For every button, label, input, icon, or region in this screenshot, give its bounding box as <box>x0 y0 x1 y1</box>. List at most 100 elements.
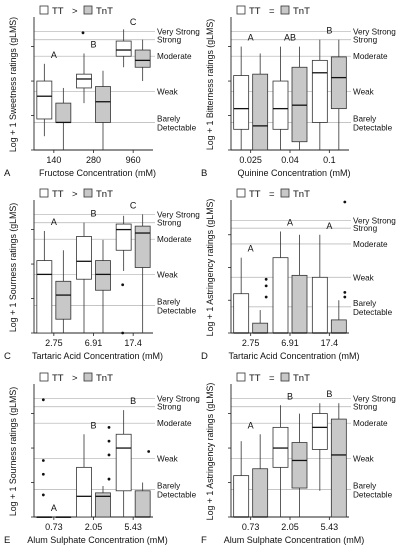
group-letter: AB <box>284 33 296 43</box>
box-tt <box>76 31 92 104</box>
x-tick-label: 17.4 <box>124 338 142 348</box>
legend-swatch <box>39 5 49 15</box>
box-tt <box>311 39 328 150</box>
legend-swatch <box>236 372 246 382</box>
reference-label: Detectable <box>353 308 393 317</box>
box-body <box>95 86 111 123</box>
box-tnt <box>330 39 347 150</box>
box-tnt <box>134 450 151 518</box>
x-tick-label: 5.43 <box>321 522 339 532</box>
box-tnt <box>95 239 111 333</box>
box-tt <box>76 222 92 333</box>
x-tick-label: 2.05 <box>85 522 103 532</box>
panel-letter: C <box>4 351 11 362</box>
box-body <box>272 80 289 130</box>
reference-label: Very Strong <box>157 27 200 36</box>
reference-label: Very Strong <box>353 27 396 36</box>
box-body <box>134 225 151 268</box>
box-tt <box>272 231 289 334</box>
legend-label: TnT <box>96 373 113 384</box>
box-tnt <box>291 413 308 517</box>
box-body <box>36 260 53 334</box>
group-letter: A <box>248 244 254 254</box>
legend-label: TnT <box>96 6 113 17</box>
legend-label: TT <box>52 373 64 384</box>
box-tnt <box>134 39 151 82</box>
box-body <box>252 322 269 334</box>
legend-label: TnT <box>293 189 310 200</box>
group-letter: B <box>90 209 96 219</box>
outlier-point <box>41 398 45 402</box>
x-tick-label: 6.91 <box>281 338 299 348</box>
box-body <box>95 492 111 518</box>
reference-label: Weak <box>157 87 179 96</box>
legend-label: TnT <box>293 373 310 384</box>
legend-relation: > <box>72 189 78 200</box>
x-tick-label: 140 <box>46 155 61 165</box>
box-tt <box>311 403 328 491</box>
legend-swatch <box>236 5 246 15</box>
outlier-point <box>107 439 111 443</box>
box-tnt <box>291 234 308 334</box>
box-body <box>134 49 151 68</box>
legend-label: TnT <box>96 189 113 200</box>
x-tick-label: 2.05 <box>281 522 299 532</box>
box-tnt <box>252 277 269 334</box>
box-body <box>330 56 347 110</box>
legend: TT = TnT <box>236 372 310 384</box>
reference-label: Weak <box>353 454 375 463</box>
reference-label: Weak <box>353 273 375 282</box>
outlier-point <box>41 459 45 462</box>
box-tnt <box>330 403 347 518</box>
box-body <box>115 433 132 492</box>
reference-label: Detectable <box>157 306 197 315</box>
box-tt <box>233 441 250 518</box>
reference-label: Very Strong <box>157 210 200 219</box>
group-letter: B <box>90 420 96 430</box>
reference-label: Moderate <box>353 240 388 249</box>
box-tt <box>311 234 328 334</box>
reference-label: Weak <box>157 454 179 463</box>
outlier-point <box>81 31 85 35</box>
legend-swatch <box>280 372 290 382</box>
box-body <box>233 475 250 518</box>
box-tnt <box>95 425 111 518</box>
box-tnt <box>252 53 269 151</box>
x-axis-label: Alum Sulphate Concentration (mM) <box>224 535 365 545</box>
reference-label: Strong <box>157 403 182 412</box>
legend-relation: = <box>269 373 275 384</box>
reference-label: Moderate <box>157 52 192 61</box>
box-body <box>76 466 92 518</box>
outlier-point <box>107 425 111 429</box>
group-letter: B <box>326 389 332 399</box>
outlier-point <box>41 493 45 497</box>
legend-swatch <box>83 372 93 382</box>
legend-relation: > <box>72 6 78 17</box>
legend-swatch <box>83 5 93 15</box>
x-tick-label: 280 <box>86 155 101 165</box>
outlier-point <box>107 453 111 457</box>
x-tick-label: 2.75 <box>45 338 63 348</box>
legend-swatch <box>236 188 246 198</box>
reference-label: Barely <box>157 481 181 490</box>
box-tnt <box>55 516 72 519</box>
group-letter: A <box>287 217 293 227</box>
x-tick-label: 0.1 <box>323 155 336 165</box>
group-letter: B <box>90 39 96 49</box>
outlier-point <box>343 290 347 294</box>
outlier-point <box>41 472 45 476</box>
x-tick-label: 6.91 <box>85 338 103 348</box>
box-tt <box>115 215 132 335</box>
box-body <box>330 319 347 334</box>
box-tt <box>36 230 53 334</box>
box-tt <box>115 410 132 517</box>
y-axis-label: Log + 1 Sweetness ratings (gLMS) <box>8 17 18 152</box>
x-axis-label: Tartaric Acid Concentration (mM) <box>228 351 359 361</box>
legend-swatch <box>39 372 49 382</box>
reference-label: Strong <box>157 36 182 45</box>
group-letter: B <box>130 396 136 406</box>
box-body <box>55 280 72 320</box>
